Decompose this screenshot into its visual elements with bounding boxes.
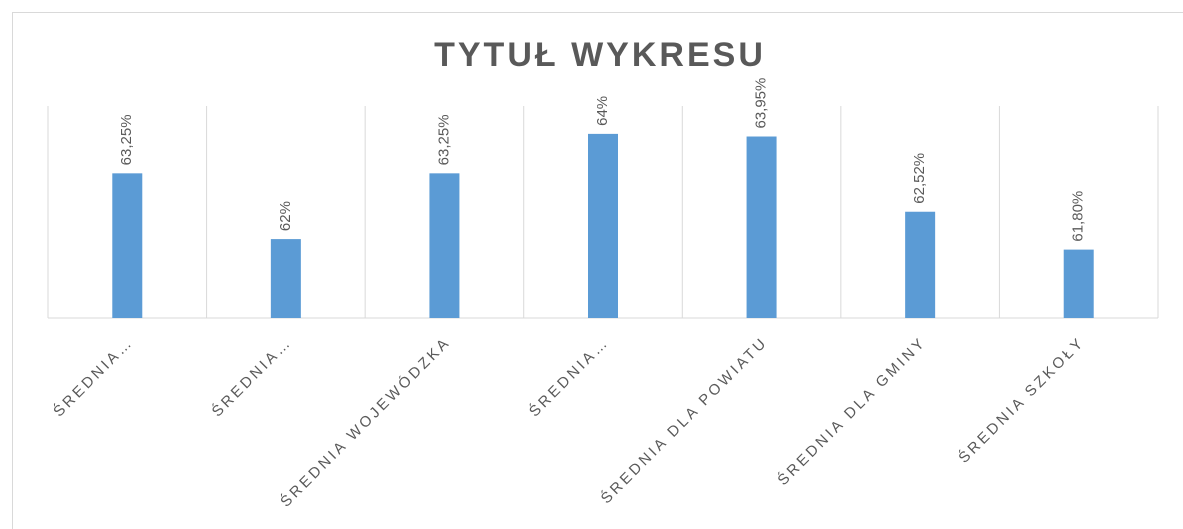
x-tick-label: ŚREDNIA WOJEWÓDZKA <box>276 333 454 511</box>
bar <box>746 136 777 318</box>
x-tick-label: ŚREDNIA DLA POWIATU <box>597 333 771 507</box>
value-label: 62,52% <box>911 153 928 204</box>
value-label: 62% <box>277 201 294 231</box>
bar <box>1063 249 1094 318</box>
x-tick-label: ŚREDNIA DLA GMINY <box>774 333 930 489</box>
x-tick-label: ŚREDNIA… <box>49 333 136 420</box>
x-tick-label: ŚREDNIA SZKOŁY <box>955 333 1089 467</box>
x-tick-label: ŚREDNIA… <box>525 333 612 420</box>
value-label: 63,25% <box>435 114 452 165</box>
bar <box>270 239 301 318</box>
value-label: 61,80% <box>1070 191 1087 242</box>
chart-title: TYTUŁ WYKRESU <box>434 36 766 74</box>
x-tick-label: ŚREDNIA… <box>208 333 295 420</box>
bar <box>905 211 936 318</box>
value-label: 64% <box>594 96 611 126</box>
chart-border <box>12 12 1183 529</box>
bar <box>112 173 143 318</box>
bar <box>429 173 460 318</box>
value-label: 63,25% <box>118 114 135 165</box>
value-label: 63,95% <box>753 78 770 129</box>
bar <box>588 133 618 318</box>
